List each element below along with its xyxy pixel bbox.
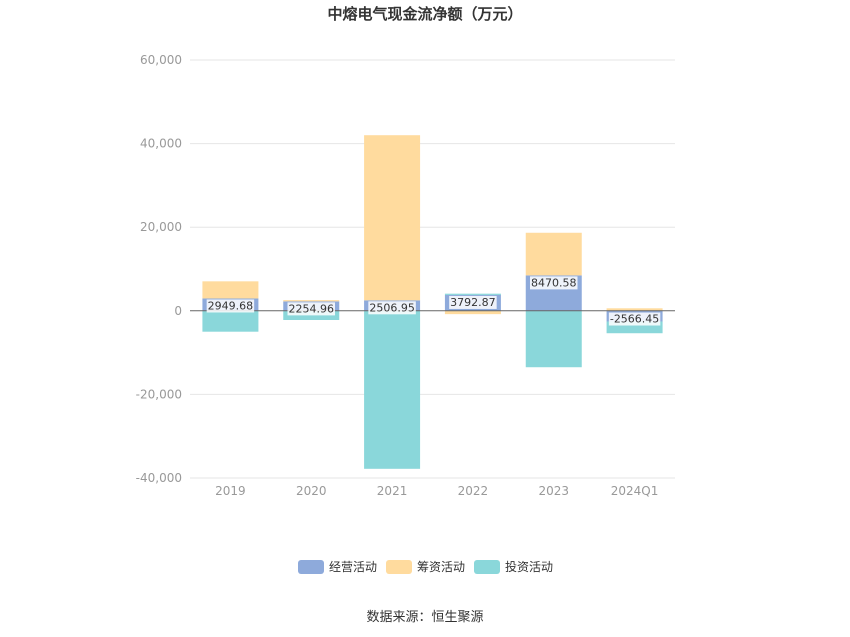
data-label: -2566.45 xyxy=(610,313,659,326)
bar xyxy=(525,232,582,276)
positive-bars xyxy=(202,135,663,311)
bar xyxy=(202,281,259,299)
bar xyxy=(283,300,340,302)
bar xyxy=(525,310,582,368)
y-tick-label: 0 xyxy=(174,304,182,318)
data-label: 8470.58 xyxy=(531,276,577,289)
source-note: 数据来源：恒生聚源 xyxy=(366,610,483,625)
x-tick-label: 2021 xyxy=(377,484,408,498)
data-label-background xyxy=(449,295,497,309)
y-tick-label: 20,000 xyxy=(140,220,182,234)
x-tick-label: 2024Q1 xyxy=(611,484,659,498)
legend-swatch xyxy=(474,560,500,574)
data-label-background xyxy=(287,302,335,316)
bar xyxy=(202,310,259,332)
y-tick-label: -20,000 xyxy=(136,387,182,401)
data-label-background xyxy=(206,299,255,313)
data-label: 3792.87 xyxy=(450,296,496,309)
bar xyxy=(606,308,663,311)
legend-label: 筹资活动 xyxy=(417,560,465,574)
x-tick-label: 2022 xyxy=(458,484,489,498)
bar xyxy=(444,310,501,315)
y-axis-ticks: -40,000 -20,000 0 20,000 40,000 60,000 xyxy=(136,53,182,485)
data-labels: 2949.68 2254.96 2506.95 3792.87 8470.58 -2566… xyxy=(206,276,661,326)
bar xyxy=(606,321,663,334)
negative-bars xyxy=(202,310,663,469)
y-tick-label: 60,000 xyxy=(140,53,182,67)
legend: 经营活动 筹资活动 投资活动 xyxy=(298,559,553,574)
y-tick-label: 40,000 xyxy=(140,137,182,151)
gridlines xyxy=(190,59,675,479)
chart-title: 中熔电气现金流净额（万元） xyxy=(327,5,522,23)
data-label: 2506.95 xyxy=(369,301,415,314)
legend-label: 投资活动 xyxy=(505,559,553,574)
bar xyxy=(444,293,501,295)
x-axis-ticks: 2019 2020 2021 2022 2023 2024Q1 xyxy=(215,484,658,498)
bar xyxy=(364,135,421,301)
x-tick-label: 2020 xyxy=(296,484,327,498)
bar xyxy=(364,310,421,469)
x-tick-label: 2019 xyxy=(215,484,246,498)
legend-label: 经营活动 xyxy=(329,560,377,574)
legend-swatch xyxy=(298,560,324,574)
y-tick-label: -40,000 xyxy=(136,471,182,485)
data-label: 2949.68 xyxy=(208,299,254,312)
bar xyxy=(283,310,340,320)
x-tick-label: 2023 xyxy=(538,484,569,498)
data-label-background xyxy=(530,276,578,290)
data-label-background xyxy=(608,312,661,326)
data-label-background xyxy=(368,301,416,315)
legend-swatch xyxy=(386,560,412,574)
data-label: 2254.96 xyxy=(289,302,335,315)
